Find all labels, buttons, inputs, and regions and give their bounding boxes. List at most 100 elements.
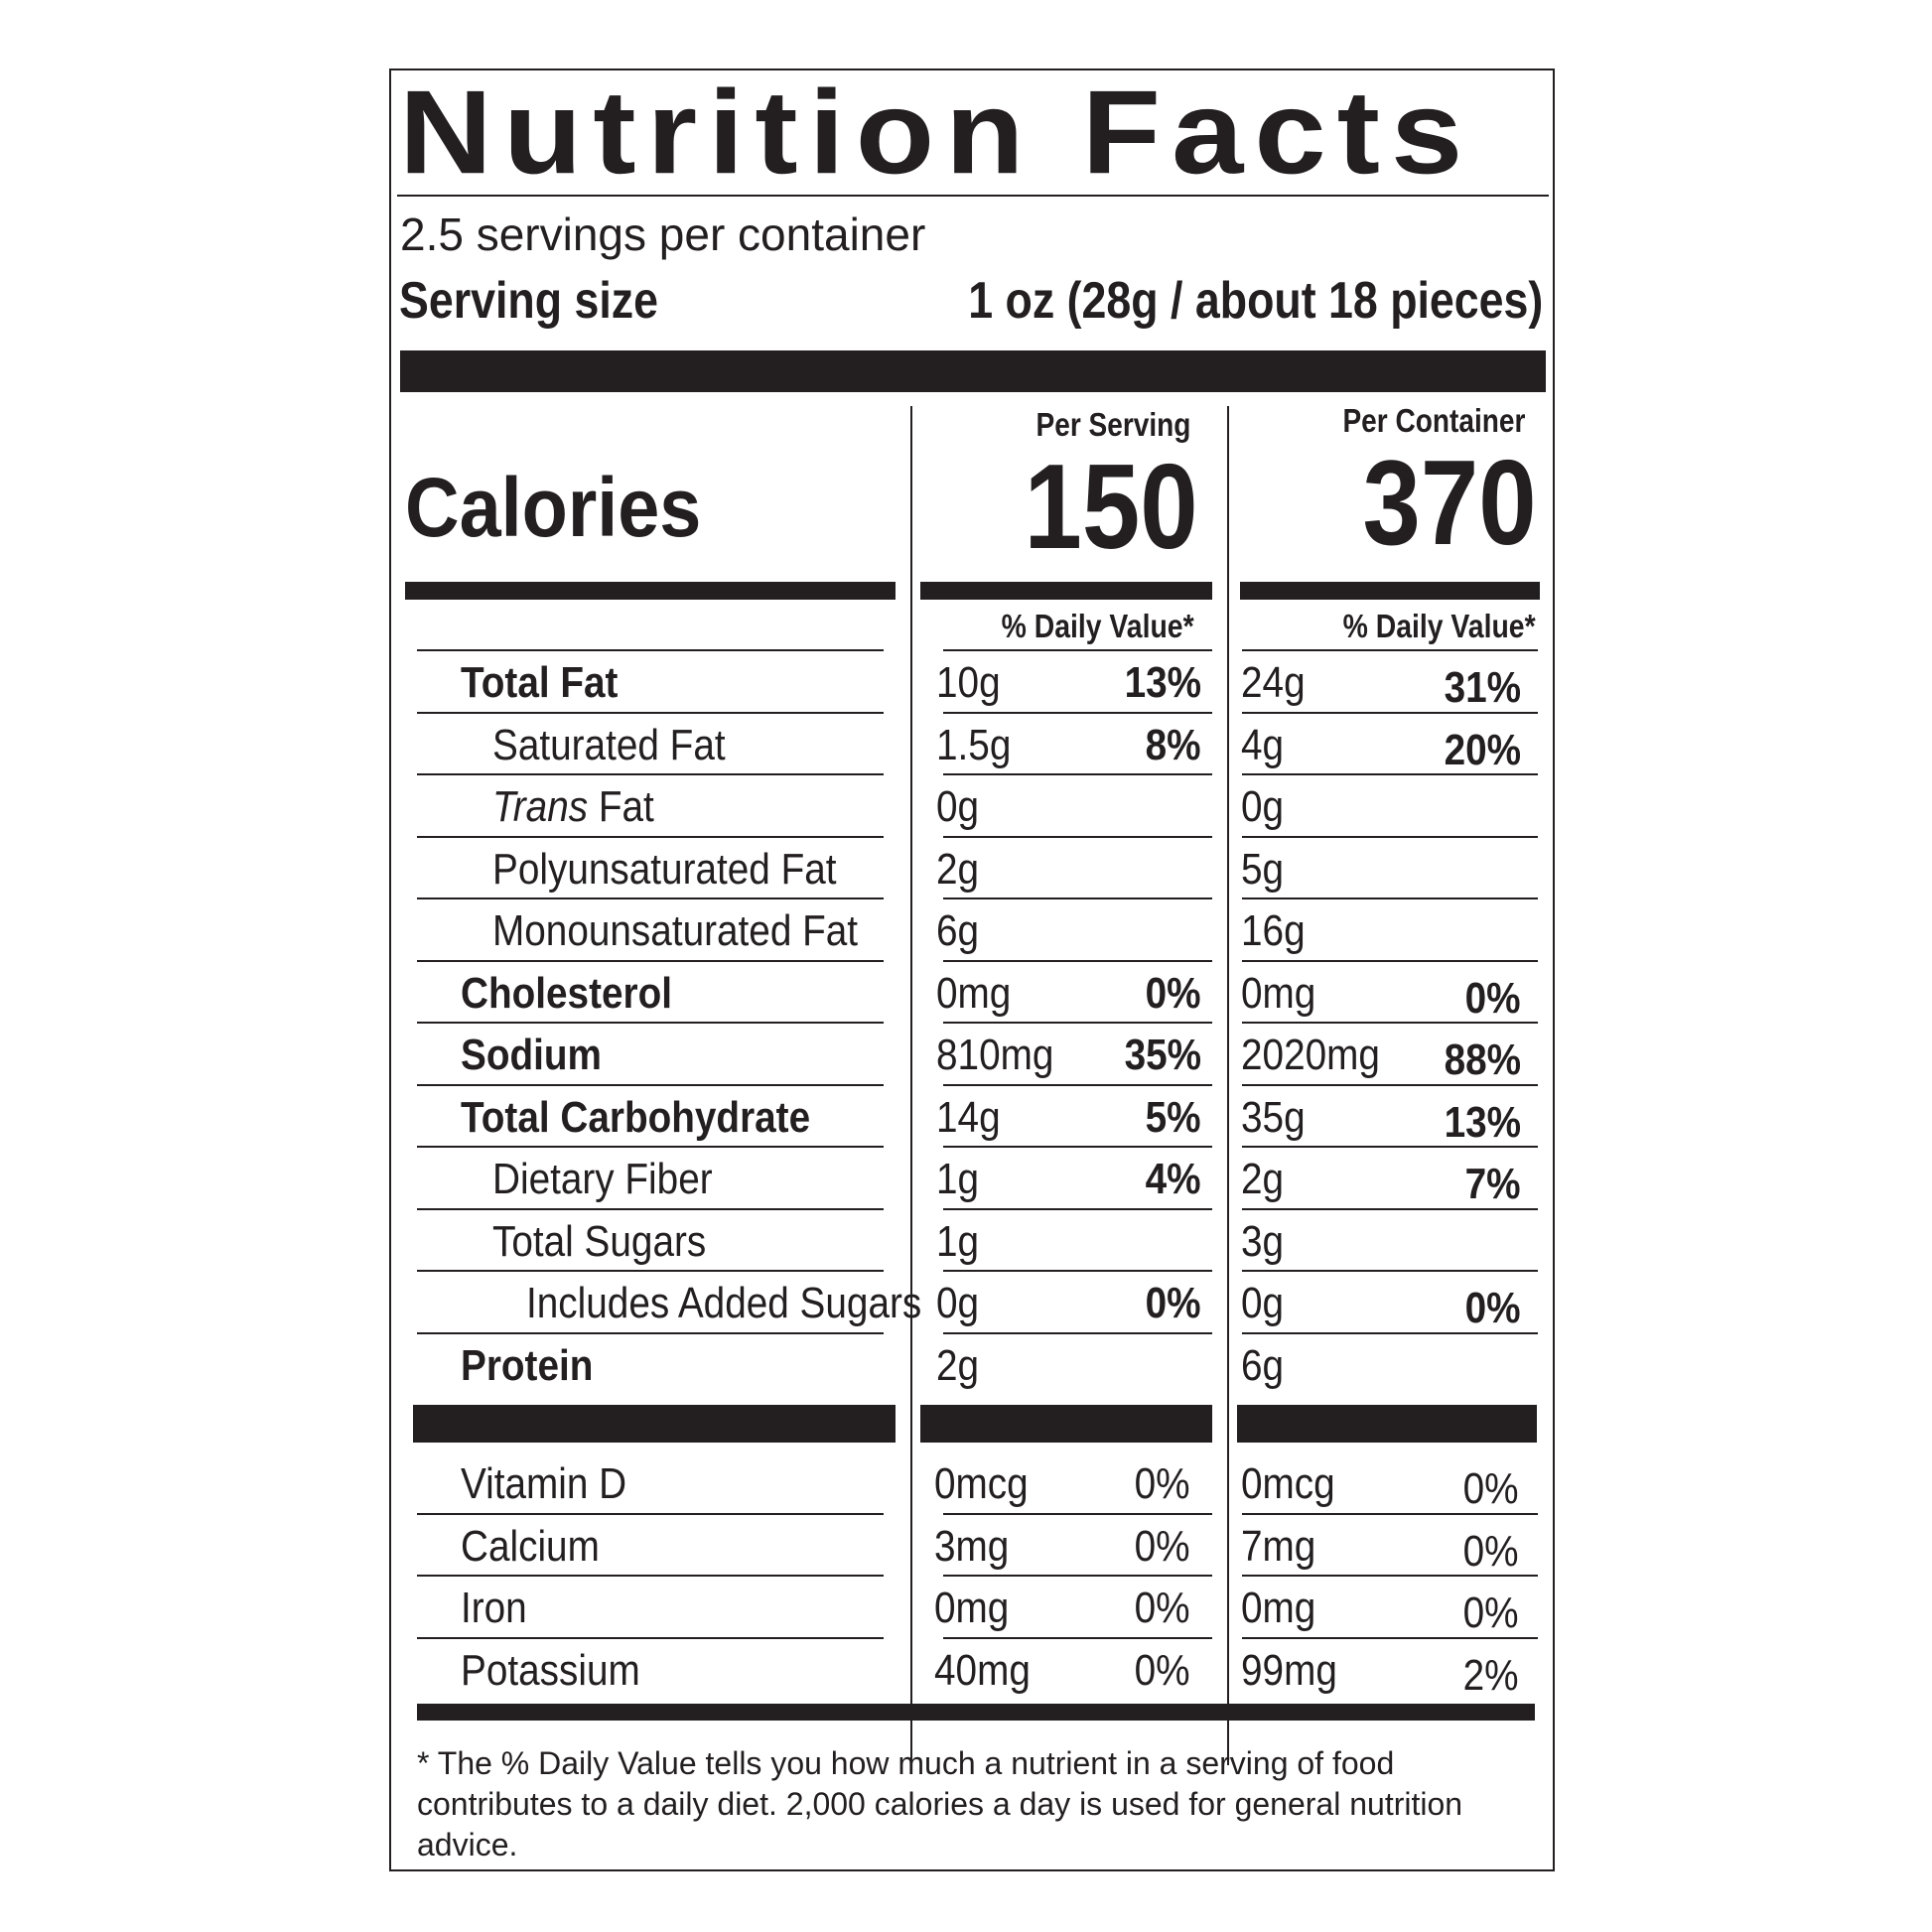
row-divider [943,649,1212,651]
row-divider [1242,773,1538,775]
row-divider [1242,1083,1538,1086]
row-divider [943,1146,1212,1148]
serving-amount: 810mg [936,1031,1054,1079]
nutrient-name: Sodium [461,1031,602,1079]
container-amount: 4g [1241,720,1285,769]
row-divider [943,1331,1212,1334]
column-divider-2 [1227,406,1229,1765]
container-amount: 3g [1241,1216,1285,1266]
serving-daily-value: 5% [1146,1092,1201,1142]
serving-amount: 1g [936,1155,980,1203]
nutrient-name: Iron [461,1584,527,1632]
row-divider [943,773,1212,775]
row-divider [943,959,1212,962]
row-divider [943,1636,1212,1639]
row-divider [417,1022,884,1024]
row-divider [1242,1146,1538,1148]
nutrient-name: Saturated Fat [492,720,726,769]
row-divider [1242,1207,1538,1210]
row-divider [1242,649,1538,651]
thick-rule-top [400,350,1546,392]
row-divider [417,1083,884,1086]
calories-per-container: 370 [1362,435,1537,570]
nutrient-name-italic: Trans [492,782,589,831]
serving-daily-value: 0% [1135,1645,1190,1695]
row-divider [943,711,1212,714]
column-divider-1 [910,406,912,1765]
calories-rule-right [1240,582,1540,600]
container-amount: 0mg [1241,1584,1316,1632]
container-amount: 99mg [1241,1645,1337,1695]
row-divider [943,1512,1212,1515]
serving-amount: 1.5g [936,720,1012,769]
label-title: Nutrition Facts [399,65,1474,199]
serving-daily-value: 0% [1135,1459,1190,1508]
container-daily-value: 0% [1463,1526,1519,1576]
container-daily-value: 2% [1463,1650,1519,1700]
row-divider [1242,1270,1538,1272]
row-divider [1242,835,1538,838]
serving-amount: 0g [936,1279,980,1327]
serving-amount: 1g [936,1216,980,1266]
per-container-header: Per Container [1342,402,1525,439]
container-daily-value: 7% [1465,1160,1521,1208]
container-amount: 24g [1241,658,1306,707]
calories-rule-middle [920,582,1212,600]
nutrient-name-rest: Fat [588,782,654,831]
row-divider [417,1331,884,1334]
row-divider [943,1022,1212,1024]
serving-daily-value: 0% [1135,1584,1190,1632]
nutrient-name: Monounsaturated Fat [492,906,859,955]
container-amount: 2020mg [1241,1031,1380,1079]
container-amount: 0mcg [1241,1459,1335,1508]
row-divider [417,1575,884,1577]
container-amount: 0g [1241,1279,1285,1327]
serving-amount: 2g [936,1340,980,1390]
nutrient-name: Calcium [461,1521,600,1571]
nutrient-name: Dietary Fiber [492,1155,713,1203]
serving-amount: 6g [936,906,980,955]
serving-daily-value: 0% [1146,968,1201,1018]
row-divider [943,1270,1212,1272]
row-divider [417,649,884,651]
thick-rule-right [1237,1405,1537,1443]
row-divider [417,1146,884,1148]
container-daily-value: 31% [1444,663,1521,712]
nutrient-name: Polyunsaturated Fat [492,844,837,894]
serving-amount: 0mcg [934,1459,1029,1508]
thick-rule-middle [920,1405,1212,1443]
container-daily-value: 13% [1444,1097,1521,1147]
serving-daily-value: 0% [1135,1521,1190,1571]
container-amount: 0g [1241,782,1285,831]
container-amount: 0mg [1241,968,1316,1018]
nutrient-name: Potassium [461,1645,640,1695]
thick-rule-bottom [417,1704,1535,1721]
row-divider [417,711,884,714]
row-divider [1242,1575,1538,1577]
title-rule [397,195,1549,197]
row-divider [417,1270,884,1272]
row-divider [943,1207,1212,1210]
row-divider [1242,1022,1538,1024]
row-divider [417,1636,884,1639]
calories-per-serving: 150 [1024,439,1198,574]
thick-rule-left [413,1405,896,1443]
nutrient-name: Total Carbohydrate [461,1092,811,1142]
serving-amount: 0g [936,782,980,831]
calories-label: Calories [405,461,702,554]
row-divider [417,1512,884,1515]
row-divider [1242,959,1538,962]
serving-daily-value: 4% [1146,1155,1201,1203]
row-divider [943,1575,1212,1577]
container-daily-value: 0% [1465,1284,1521,1332]
serving-amount: 10g [936,658,1001,707]
daily-value-header-serving: % Daily Value* [1001,608,1194,644]
nutrient-name: Total Fat [461,658,619,707]
row-divider [1242,711,1538,714]
row-divider [417,959,884,962]
per-serving-header: Per Serving [1035,406,1190,443]
serving-daily-value: 8% [1146,720,1201,769]
serving-amount: 0mg [936,968,1012,1018]
container-amount: 5g [1241,844,1285,894]
serving-daily-value: 35% [1124,1031,1201,1079]
